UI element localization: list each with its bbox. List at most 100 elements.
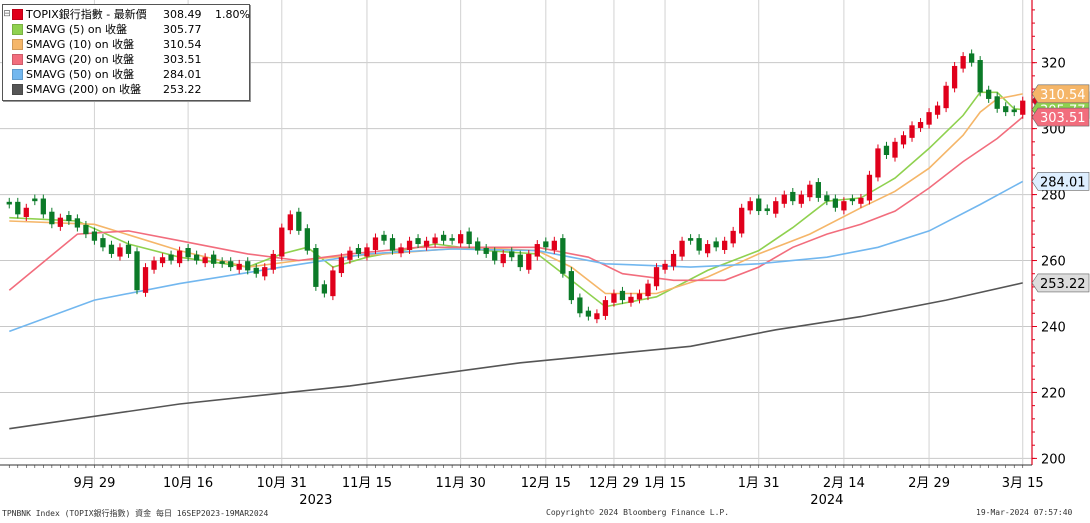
candle-body [440, 234, 447, 241]
candle-body [866, 174, 873, 201]
candle-body [1011, 109, 1017, 113]
candle-body [670, 253, 677, 267]
candle-body [236, 263, 242, 270]
candle-body [849, 198, 856, 202]
candle-body [526, 253, 532, 270]
candle [628, 292, 634, 307]
candle [159, 253, 166, 268]
legend[interactable]: ⊟ TOPIX銀行指數 - 最新價 308.49 1.80% SMAVG (5)… [2, 4, 250, 101]
candle [577, 293, 583, 318]
candle-body [355, 248, 362, 254]
legend-series-name: SMAVG (10) on 收盤 [26, 38, 135, 51]
candle-body [83, 224, 89, 235]
candle [415, 234, 421, 248]
candle-body [773, 201, 779, 214]
candle-body [159, 257, 166, 264]
candle [594, 309, 600, 324]
y-tick-label: 260 [1041, 255, 1066, 270]
value-tag-text: 253.22 [1040, 277, 1086, 292]
candle-body [602, 300, 609, 316]
footer-timestamp: 19-Mar-2024 07:57:40 [976, 508, 1073, 517]
candle-body [969, 53, 975, 63]
value-tag: 284.01 [1031, 172, 1090, 191]
candle-body [347, 250, 353, 260]
candle-body [253, 267, 259, 274]
candle-body [517, 254, 523, 268]
value-tag-box [1031, 107, 1090, 127]
candle [824, 191, 830, 206]
candle-body [730, 230, 736, 244]
value-tag: 310.54 [1031, 84, 1090, 104]
value-tag-box [1031, 273, 1090, 293]
x-tick-label: 10月 16 [163, 476, 213, 491]
candle-body [807, 184, 813, 198]
candle [875, 144, 881, 182]
legend-row-sma10[interactable]: SMAVG (10) on 收盤 310.54 [3, 37, 249, 52]
x-year-label: 2024 [810, 493, 843, 508]
candle-body [185, 248, 191, 258]
candle [704, 240, 711, 258]
x-tick-label: 11月 15 [342, 476, 392, 491]
candle-body [892, 141, 898, 158]
legend-row-sma5[interactable]: SMAVG (5) on 收盤 305.77 [3, 22, 249, 37]
candle-body [790, 191, 796, 202]
ma-line-200 [9, 282, 1023, 430]
candle-body [151, 260, 157, 270]
candle [951, 62, 958, 93]
candle [151, 256, 157, 274]
x-year-label: 2023 [299, 493, 332, 508]
candle-body [423, 240, 430, 247]
candle-body [449, 238, 455, 241]
candle-body [747, 201, 753, 211]
candle-body [977, 60, 983, 93]
legend-series-value: 305.77 [163, 23, 202, 36]
legend-row-price[interactable]: ⊟ TOPIX銀行指數 - 最新價 308.49 1.80% [3, 7, 250, 22]
legend-row-sma50[interactable]: SMAVG (50) on 收盤 284.01 [3, 67, 249, 82]
candle-body [49, 211, 55, 225]
candle [636, 289, 643, 304]
collapse-icon[interactable]: ⊟ [3, 9, 11, 19]
candle-body [125, 244, 132, 254]
candle [883, 141, 890, 159]
candle-body [458, 234, 464, 244]
candle-body [815, 182, 821, 198]
candle [756, 194, 762, 216]
candle [66, 211, 72, 225]
candle [83, 220, 89, 239]
legend-swatch [12, 69, 23, 80]
candle-body [66, 215, 72, 221]
candle [994, 92, 1000, 113]
candlesticks [6, 49, 1026, 324]
value-tag: 303.51 [1031, 107, 1090, 127]
candle-body [134, 251, 140, 291]
candle-body [398, 247, 404, 254]
candle [892, 137, 898, 162]
ma-line-50 [9, 180, 1024, 333]
legend-series-value: 310.54 [163, 38, 202, 51]
candle [696, 234, 702, 255]
legend-row-sma20[interactable]: SMAVG (20) on 收盤 303.51 [3, 52, 249, 67]
candle [40, 194, 46, 219]
y-axis: 200 220 240 260 280 300 320 [1031, 0, 1066, 467]
candle [108, 240, 115, 258]
candle-body [245, 261, 251, 271]
candle [934, 101, 941, 119]
candle [355, 244, 362, 258]
legend-series-name: SMAVG (50) on 收盤 [26, 68, 135, 81]
candle-body [704, 244, 711, 254]
legend-row-sma200[interactable]: SMAVG (200) on 收盤 253.22 [3, 82, 249, 97]
candle-body [611, 293, 617, 303]
x-tick-label: 2月 29 [908, 476, 950, 491]
candle [568, 267, 574, 305]
candle [423, 236, 430, 251]
candle [670, 249, 677, 271]
candle-body [509, 251, 515, 258]
candle-body [883, 145, 890, 155]
candle [866, 170, 873, 205]
y-tick-label: 200 [1041, 452, 1066, 467]
candle-body [568, 271, 574, 301]
candle [849, 194, 856, 206]
candle [781, 190, 787, 208]
candle-body [934, 105, 941, 115]
